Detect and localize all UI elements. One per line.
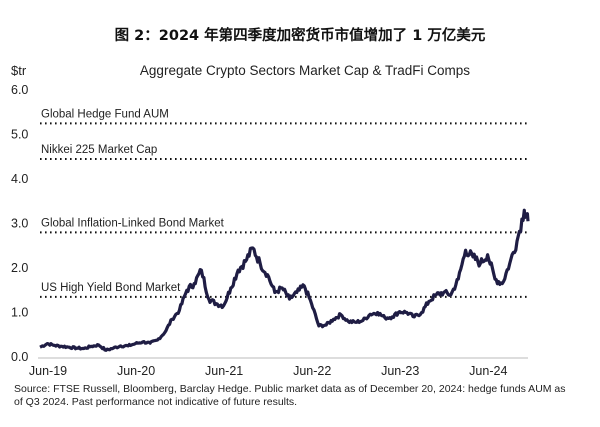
x-tick-label: Jun-20 <box>117 364 155 378</box>
x-tick-label: Jun-21 <box>205 364 243 378</box>
x-tick-label: Jun-23 <box>381 364 419 378</box>
y-tick-label: 1.0 <box>11 306 28 320</box>
x-tick-label: Jun-22 <box>293 364 331 378</box>
x-axis-ticks: Jun-19 Jun-20 Jun-21 Jun-22 Jun-23 Jun-24 <box>29 364 508 378</box>
y-tick-label: 5.0 <box>11 128 28 142</box>
figure-title: 图 2：2024 年第四季度加密货币市值增加了 1 万亿美元 <box>114 28 486 44</box>
y-tick-label: 0.0 <box>11 350 28 364</box>
y-tick-label: 3.0 <box>11 217 28 231</box>
source-note: Source: FTSE Russell, Bloomberg, Barclay… <box>14 383 566 408</box>
series-line-crypto-market-cap <box>39 208 530 352</box>
reference-lines: Global Hedge Fund AUM Nikkei 225 Market C… <box>40 108 528 298</box>
reference-line-label: Global Hedge Fund AUM <box>41 108 169 120</box>
x-tick-label: Jun-24 <box>469 364 507 378</box>
y-axis-ticks: 0.0 1.0 2.0 3.0 4.0 5.0 6.0 <box>11 83 28 364</box>
y-tick-label: 4.0 <box>11 172 28 186</box>
reference-line-label: Global Inflation-Linked Bond Market <box>41 217 225 229</box>
y-tick-label: 2.0 <box>11 261 28 275</box>
reference-line-label: US High Yield Bond Market <box>41 282 181 294</box>
x-tick-label: Jun-19 <box>29 364 67 378</box>
chart-title: Aggregate Crypto Sectors Market Cap & Tr… <box>139 63 471 78</box>
reference-line-label: Nikkei 225 Market Cap <box>41 144 157 156</box>
y-axis-unit-label: $tr <box>11 63 27 78</box>
y-tick-label: 6.0 <box>11 83 28 97</box>
chart-plot-area: 0.0 1.0 2.0 3.0 4.0 5.0 6.0 Jun-19 Jun-20 Jun-21… <box>11 83 530 378</box>
